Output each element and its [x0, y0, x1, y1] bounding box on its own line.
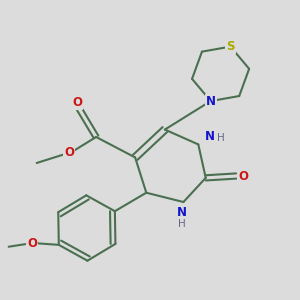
Text: N: N — [206, 94, 216, 108]
Text: S: S — [226, 40, 235, 53]
Text: O: O — [73, 96, 82, 109]
Text: O: O — [238, 169, 248, 182]
Text: O: O — [64, 146, 74, 159]
Text: N: N — [205, 130, 215, 143]
Text: O: O — [27, 236, 37, 250]
Text: H: H — [178, 219, 185, 229]
Text: N: N — [177, 206, 187, 219]
Text: H: H — [218, 133, 225, 143]
